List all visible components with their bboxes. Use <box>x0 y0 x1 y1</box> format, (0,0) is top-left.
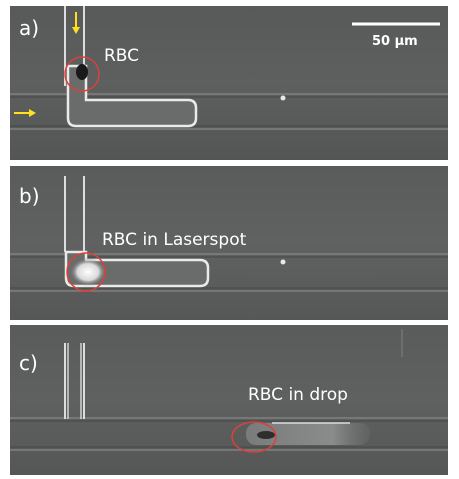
marker-circle <box>231 421 277 453</box>
panel-b-image <box>10 166 448 320</box>
panel-label: c) <box>19 351 38 375</box>
panel-a-image <box>10 6 448 160</box>
droplet <box>246 423 370 445</box>
flow-arrow-down-icon <box>72 12 80 34</box>
panel-annotation: RBC <box>104 46 140 66</box>
laser-spot <box>70 258 106 286</box>
panel-c: c) RBC in drop <box>10 325 448 479</box>
panel-a: a) RBC 50 µm <box>10 6 448 160</box>
panel-annotation: RBC in Laserspot <box>102 230 247 250</box>
scale-bar-label: 50 µm <box>372 34 418 49</box>
panel-c-image <box>10 325 448 475</box>
marker-circle <box>66 252 106 292</box>
panel-label: a) <box>19 16 40 40</box>
flow-arrow-right-icon <box>14 109 36 117</box>
marker-circle <box>64 56 100 92</box>
red-blood-cell <box>76 64 88 80</box>
panel-label: b) <box>19 184 40 208</box>
panel-annotation: RBC in drop <box>248 385 348 405</box>
panel-b: b) RBC in Laserspot <box>10 166 448 320</box>
red-blood-cell <box>257 431 275 439</box>
